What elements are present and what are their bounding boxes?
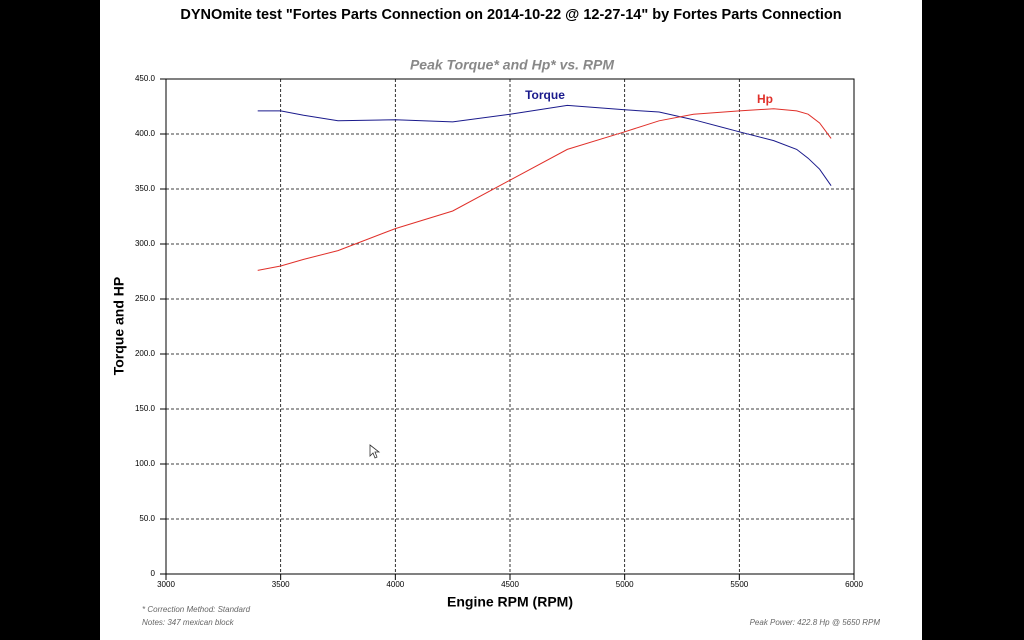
x-tick-label: 3000 xyxy=(157,580,175,589)
y-tick-label: 250.0 xyxy=(135,294,156,303)
x-tick-label: 4500 xyxy=(501,580,519,589)
chart-title: DYNOmite test "Fortes Parts Connection o… xyxy=(180,7,841,23)
y-tick-label: 400.0 xyxy=(135,129,156,138)
series-label: Hp xyxy=(757,92,773,106)
panel xyxy=(100,0,922,640)
x-axis-label: Engine RPM (RPM) xyxy=(447,594,573,610)
y-tick-label: 350.0 xyxy=(135,184,156,193)
x-tick-label: 3500 xyxy=(272,580,290,589)
y-tick-label: 150.0 xyxy=(135,404,156,413)
series-line xyxy=(257,108,832,271)
y-tick-label: 200.0 xyxy=(135,349,156,358)
y-axis-label: Torque and HP xyxy=(111,277,127,376)
x-tick-label: 5000 xyxy=(616,580,634,589)
y-tick-label: 100.0 xyxy=(135,459,156,468)
y-tick-label: 50.0 xyxy=(139,514,155,523)
cursor xyxy=(369,444,381,459)
y-tick-label: 0 xyxy=(151,569,156,578)
x-tick-label: 5500 xyxy=(730,580,748,589)
footnote: * Correction Method: Standard xyxy=(142,605,251,614)
series-line xyxy=(257,104,832,186)
peak-note: Peak Power: 422.8 Hp @ 5650 RPM xyxy=(750,618,881,627)
y-tick-label: 300.0 xyxy=(135,239,156,248)
y-tick-label: 450.0 xyxy=(135,74,156,83)
chart-subtitle: Peak Torque* and Hp* vs. RPM xyxy=(410,57,614,73)
plot-frame xyxy=(165,78,855,575)
x-tick-label: 6000 xyxy=(845,580,863,589)
footnote: Notes: 347 mexican block xyxy=(142,618,235,627)
x-tick-label: 4000 xyxy=(386,580,404,589)
series-label: Torque xyxy=(525,88,565,102)
